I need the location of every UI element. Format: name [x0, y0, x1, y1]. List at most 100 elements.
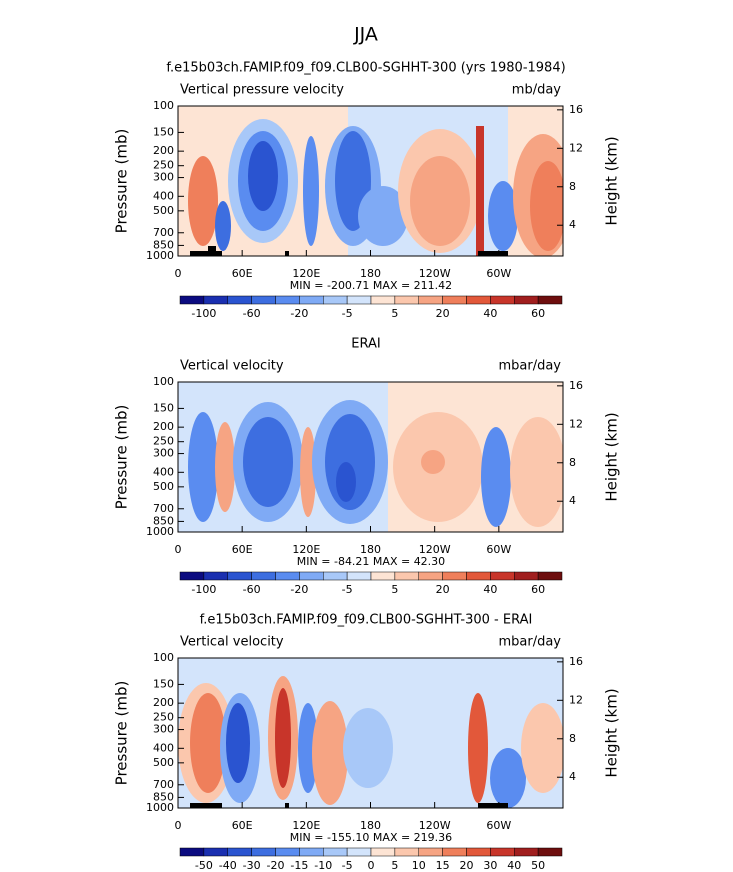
x-tick-label: 0 [175, 267, 182, 280]
colorbar-swatch [203, 847, 228, 857]
colorbar-label: 40 [507, 859, 521, 872]
colorbar-swatch [251, 295, 276, 305]
x-tick-label: 120E [292, 819, 320, 832]
colorbar-swatch [323, 295, 348, 305]
y-tick-label: 150 [153, 125, 174, 138]
x-tick-label: 60W [486, 267, 511, 280]
x-tick-label: 120E [292, 267, 320, 280]
y2-tick-label: 12 [569, 141, 583, 154]
colorbar-swatch [227, 847, 252, 857]
colorbar-label: 0 [368, 859, 375, 872]
contour-field [178, 658, 563, 808]
colorbar-swatch [514, 571, 539, 581]
colorbar-swatch [442, 847, 467, 857]
y-tick-label: 400 [153, 741, 174, 754]
colorbar-swatch [275, 847, 300, 857]
colorbar-swatch [299, 847, 324, 857]
colorbar-swatch [418, 571, 443, 581]
y-tick-label: 400 [153, 465, 174, 478]
y-tick-label: 850 [153, 238, 174, 251]
x-tick-label: 120E [292, 543, 320, 556]
x-tick-label: 180 [360, 267, 381, 280]
colorbar-label: 5 [391, 307, 398, 320]
colorbar-label: 5 [391, 859, 398, 872]
y-axis-label: Pressure (mb) [113, 129, 131, 234]
colorbar-swatch [418, 847, 443, 857]
y-tick-label: 700 [153, 502, 174, 515]
units-label: mbar/day [498, 359, 561, 374]
y-tick-label: 100 [153, 651, 174, 664]
y-tick-label: 200 [153, 144, 174, 157]
x-tick-label: 120W [419, 267, 451, 280]
colorbar-label: -50 [195, 859, 213, 872]
y-tick-label: 250 [153, 159, 174, 172]
units-label: mb/day [512, 83, 562, 98]
colorbar-swatch [537, 847, 563, 857]
colorbar-swatch [514, 847, 539, 857]
y-tick-label: 300 [153, 723, 174, 736]
colorbar-label: 5 [391, 583, 398, 596]
colorbar-swatch [394, 847, 419, 857]
colorbar-label: 50 [531, 859, 545, 872]
colorbar-label: -30 [243, 859, 261, 872]
x-tick-label: 0 [175, 819, 182, 832]
x-tick-label: 60E [232, 819, 253, 832]
colorbar-label: 60 [531, 307, 545, 320]
colorbar-swatch [227, 571, 252, 581]
y2-axis-label: Height (km) [603, 412, 621, 501]
colorbar-label: 40 [483, 307, 497, 320]
x-tick-label: 180 [360, 819, 381, 832]
y-tick-label: 250 [153, 711, 174, 724]
field-label: Vertical velocity [180, 359, 284, 374]
y2-tick-label: 4 [569, 494, 576, 507]
y2-tick-label: 8 [569, 456, 576, 469]
y2-tick-label: 16 [569, 655, 583, 668]
x-tick-label: 60W [486, 819, 511, 832]
x-tick-label: 60W [486, 543, 511, 556]
y2-tick-label: 12 [569, 417, 583, 430]
y-tick-label: 1000 [146, 249, 174, 262]
colorbar-swatch [323, 847, 348, 857]
y2-axis-label: Height (km) [603, 688, 621, 777]
colorbar-label: -60 [243, 307, 261, 320]
y-tick-label: 300 [153, 447, 174, 460]
y2-tick-label: 4 [569, 218, 576, 231]
colorbar-swatch [251, 571, 276, 581]
y2-tick-label: 16 [569, 379, 583, 392]
y-tick-label: 150 [153, 677, 174, 690]
colorbar-swatch [490, 571, 515, 581]
colorbar-swatch [179, 847, 205, 857]
y2-tick-label: 12 [569, 693, 583, 706]
colorbar-swatch [203, 571, 228, 581]
colorbar-swatch [179, 295, 205, 305]
field-label: Vertical velocity [180, 635, 284, 650]
y-tick-label: 700 [153, 226, 174, 239]
colorbar-swatch [346, 295, 372, 305]
colorbar-label: -5 [342, 307, 353, 320]
min-max: MIN = -84.21 MAX = 42.30 [297, 555, 445, 568]
colorbar-swatch [466, 847, 491, 857]
colorbar-swatch [370, 571, 396, 581]
y-tick-label: 500 [153, 204, 174, 217]
colorbar-swatch [227, 295, 252, 305]
colorbar-swatch [346, 847, 372, 857]
colorbar-label: -20 [267, 859, 285, 872]
units-label: mbar/day [498, 635, 561, 650]
colorbar-swatch [466, 295, 491, 305]
colorbar-swatch [490, 847, 515, 857]
colorbar-label: -15 [290, 859, 308, 872]
colorbar-swatch [179, 571, 205, 581]
colorbar-label: 20 [436, 307, 450, 320]
y-tick-label: 100 [153, 375, 174, 388]
colorbar-swatch [346, 571, 372, 581]
colorbar-label: 10 [412, 859, 426, 872]
colorbar-label: -10 [314, 859, 332, 872]
contour-field [178, 382, 563, 532]
x-tick-label: 60E [232, 267, 253, 280]
y-tick-label: 150 [153, 401, 174, 414]
colorbar-label: -5 [342, 583, 353, 596]
panel-title: f.e15b03ch.FAMIP.f09_f09.CLB00-SGHHT-300… [166, 61, 565, 76]
colorbar-label: -5 [342, 859, 353, 872]
colorbar-label: 40 [483, 583, 497, 596]
